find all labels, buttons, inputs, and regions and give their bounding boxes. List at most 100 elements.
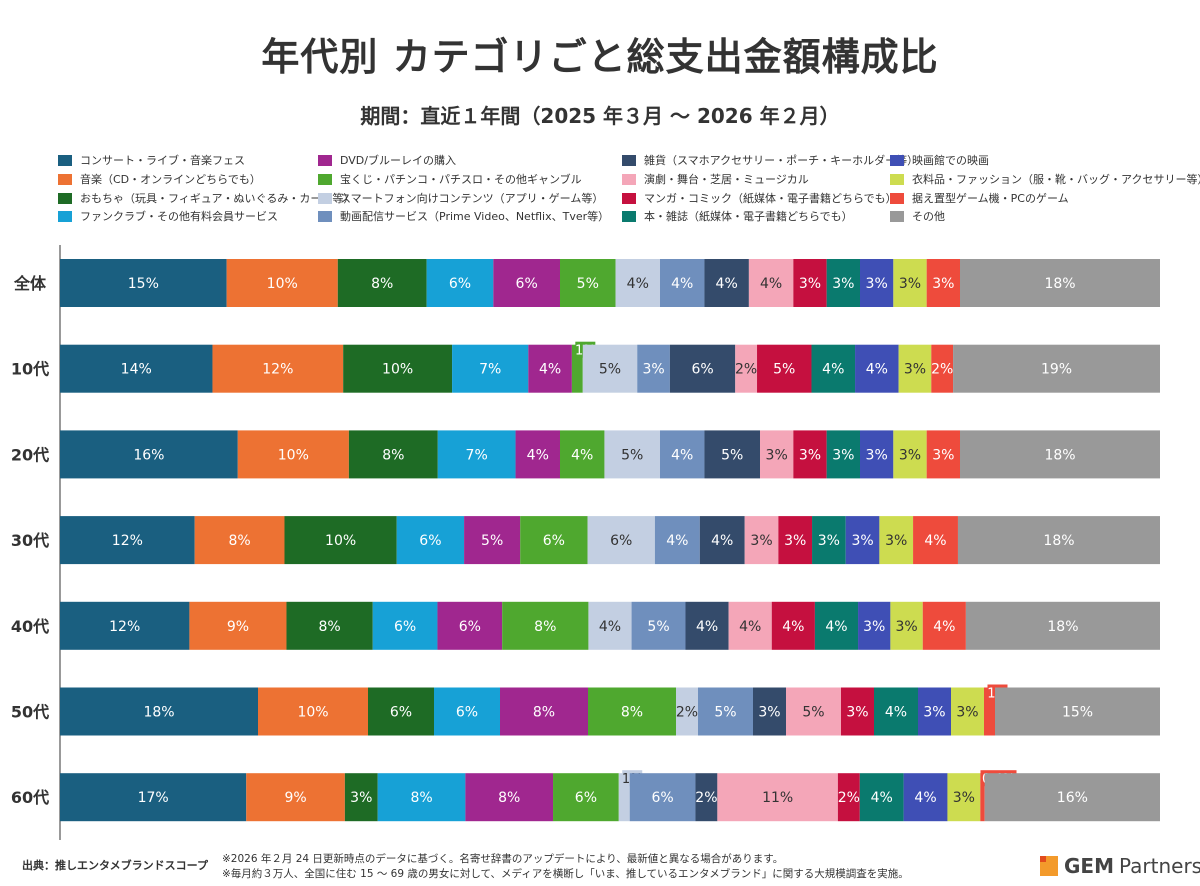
data-label: 2% bbox=[838, 790, 860, 806]
bar-segment bbox=[698, 687, 753, 736]
legend-label: おもちゃ（玩具・フィギュア・ぬいぐるみ・カード等） bbox=[80, 192, 355, 205]
logo-mark-icon bbox=[1040, 856, 1058, 876]
bar-segment bbox=[913, 516, 958, 565]
chart-subtitle: 期間：直近１年間（2025 年３月 〜 2026 年２月） bbox=[360, 104, 840, 128]
data-label: 2% bbox=[695, 790, 717, 806]
data-label: 3% bbox=[866, 276, 888, 292]
data-label: 18% bbox=[143, 705, 174, 721]
data-label: 3% bbox=[832, 447, 854, 463]
bar-segment bbox=[704, 259, 749, 307]
data-label: 4% bbox=[924, 533, 946, 549]
bar-segment bbox=[860, 430, 894, 479]
data-label: 6% bbox=[394, 619, 416, 635]
data-label: 6% bbox=[456, 705, 478, 721]
bar-segment bbox=[212, 344, 344, 393]
data-label: 5% bbox=[647, 619, 669, 635]
bar-segment bbox=[676, 687, 698, 736]
legend-label: 動画配信サービス（Prime Video、Netflix、Tver等） bbox=[340, 210, 610, 223]
data-label: 4% bbox=[885, 705, 907, 721]
bar-segment bbox=[812, 516, 846, 565]
data-label: 4% bbox=[933, 619, 955, 635]
bar-segment bbox=[855, 344, 899, 393]
data-label: 3% bbox=[866, 447, 888, 463]
data-label: 5% bbox=[802, 705, 824, 721]
bar-segment bbox=[947, 773, 981, 822]
data-label: 3% bbox=[956, 705, 978, 721]
bar-segment bbox=[587, 516, 655, 565]
bar-segment bbox=[588, 687, 676, 736]
legend-swatch bbox=[58, 210, 72, 222]
data-label: 19% bbox=[1041, 362, 1072, 378]
data-label: 12% bbox=[112, 533, 143, 549]
legend-swatch bbox=[318, 173, 332, 185]
footnote-1: ※2026 年２月 24 日更新時点のデータに基づく。名寄せ辞書のアップデートに… bbox=[222, 853, 784, 865]
bar-segment bbox=[903, 773, 948, 822]
bar-segment bbox=[372, 601, 438, 650]
logo-text: GEM bbox=[1064, 854, 1114, 878]
bar-segment bbox=[60, 430, 238, 479]
legend-item: 雑貨（スマホアクセサリー・ポーチ・キーホルダー等） bbox=[622, 152, 918, 168]
data-label: 3% bbox=[766, 447, 788, 463]
bar-segment bbox=[660, 259, 705, 307]
bar-segment bbox=[778, 516, 813, 565]
bar-segment bbox=[957, 516, 1160, 565]
data-label: 3% bbox=[923, 705, 945, 721]
legend-swatch bbox=[622, 192, 636, 204]
data-label: 9% bbox=[227, 619, 249, 635]
legend-swatch bbox=[58, 192, 72, 204]
data-label: 4% bbox=[866, 362, 888, 378]
bar-segment bbox=[60, 259, 227, 307]
legend-swatch bbox=[622, 210, 636, 222]
legend-item: その他 bbox=[890, 208, 945, 224]
data-label: 3% bbox=[846, 705, 868, 721]
bar-segment bbox=[615, 259, 660, 307]
data-label: 3% bbox=[832, 276, 854, 292]
legend-label: 衣料品・ファッション（服・靴・バッグ・アクセサリー等） bbox=[912, 173, 1200, 186]
data-label: 3% bbox=[758, 705, 780, 721]
legend-item: 宝くじ・パチンコ・パチスロ・その他ギャンブル bbox=[318, 171, 582, 187]
data-label: 8% bbox=[371, 276, 393, 292]
bar-segment bbox=[760, 430, 794, 479]
bar-segment bbox=[437, 601, 503, 650]
bar-segment bbox=[520, 516, 588, 565]
data-label: 8% bbox=[621, 705, 643, 721]
category-label: 10代 bbox=[11, 360, 49, 379]
legend-label: スマートフォン向けコンテンツ（アプリ・ゲーム等） bbox=[340, 192, 604, 205]
bar-segment bbox=[980, 773, 985, 822]
bar-segment bbox=[343, 344, 453, 393]
bar-segment bbox=[437, 430, 516, 479]
data-label: 8% bbox=[318, 619, 340, 635]
bar-segment bbox=[426, 259, 494, 307]
legend-item: 据え置型ゲーム機・PCのゲーム bbox=[890, 190, 1069, 206]
bar-segment bbox=[717, 773, 838, 822]
bar-segment bbox=[654, 516, 700, 565]
data-label: 8% bbox=[410, 790, 432, 806]
data-label: 6% bbox=[459, 619, 481, 635]
bar-segment bbox=[452, 344, 529, 393]
legend-item: 衣料品・ファッション（服・靴・バッグ・アクセサリー等） bbox=[890, 171, 1200, 187]
legend-swatch bbox=[622, 154, 636, 166]
data-label: 14% bbox=[121, 362, 152, 378]
data-label: 8% bbox=[534, 619, 556, 635]
bar-segment bbox=[226, 259, 338, 307]
bar-segment bbox=[704, 430, 760, 479]
legend-item: スマートフォン向けコンテンツ（アプリ・ゲーム等） bbox=[318, 190, 603, 206]
bar-segment bbox=[960, 259, 1160, 307]
bar-segment bbox=[502, 601, 589, 650]
data-label: 18% bbox=[1044, 447, 1075, 463]
bar-segment bbox=[922, 601, 966, 650]
bar-segment bbox=[748, 259, 794, 307]
bar-segment bbox=[465, 773, 554, 822]
data-label: 3% bbox=[899, 276, 921, 292]
bar-segment bbox=[560, 259, 616, 307]
bar-segment bbox=[286, 601, 373, 650]
bar-segment bbox=[890, 601, 923, 650]
legend-label: 演劇・舞台・芝居・ミュージカル bbox=[644, 173, 809, 186]
bar-segment bbox=[246, 773, 345, 822]
bar-segment bbox=[879, 516, 914, 565]
data-label: 3% bbox=[904, 362, 926, 378]
bar-segment bbox=[60, 516, 195, 565]
data-label: 4% bbox=[539, 362, 561, 378]
data-label: 4% bbox=[627, 276, 649, 292]
